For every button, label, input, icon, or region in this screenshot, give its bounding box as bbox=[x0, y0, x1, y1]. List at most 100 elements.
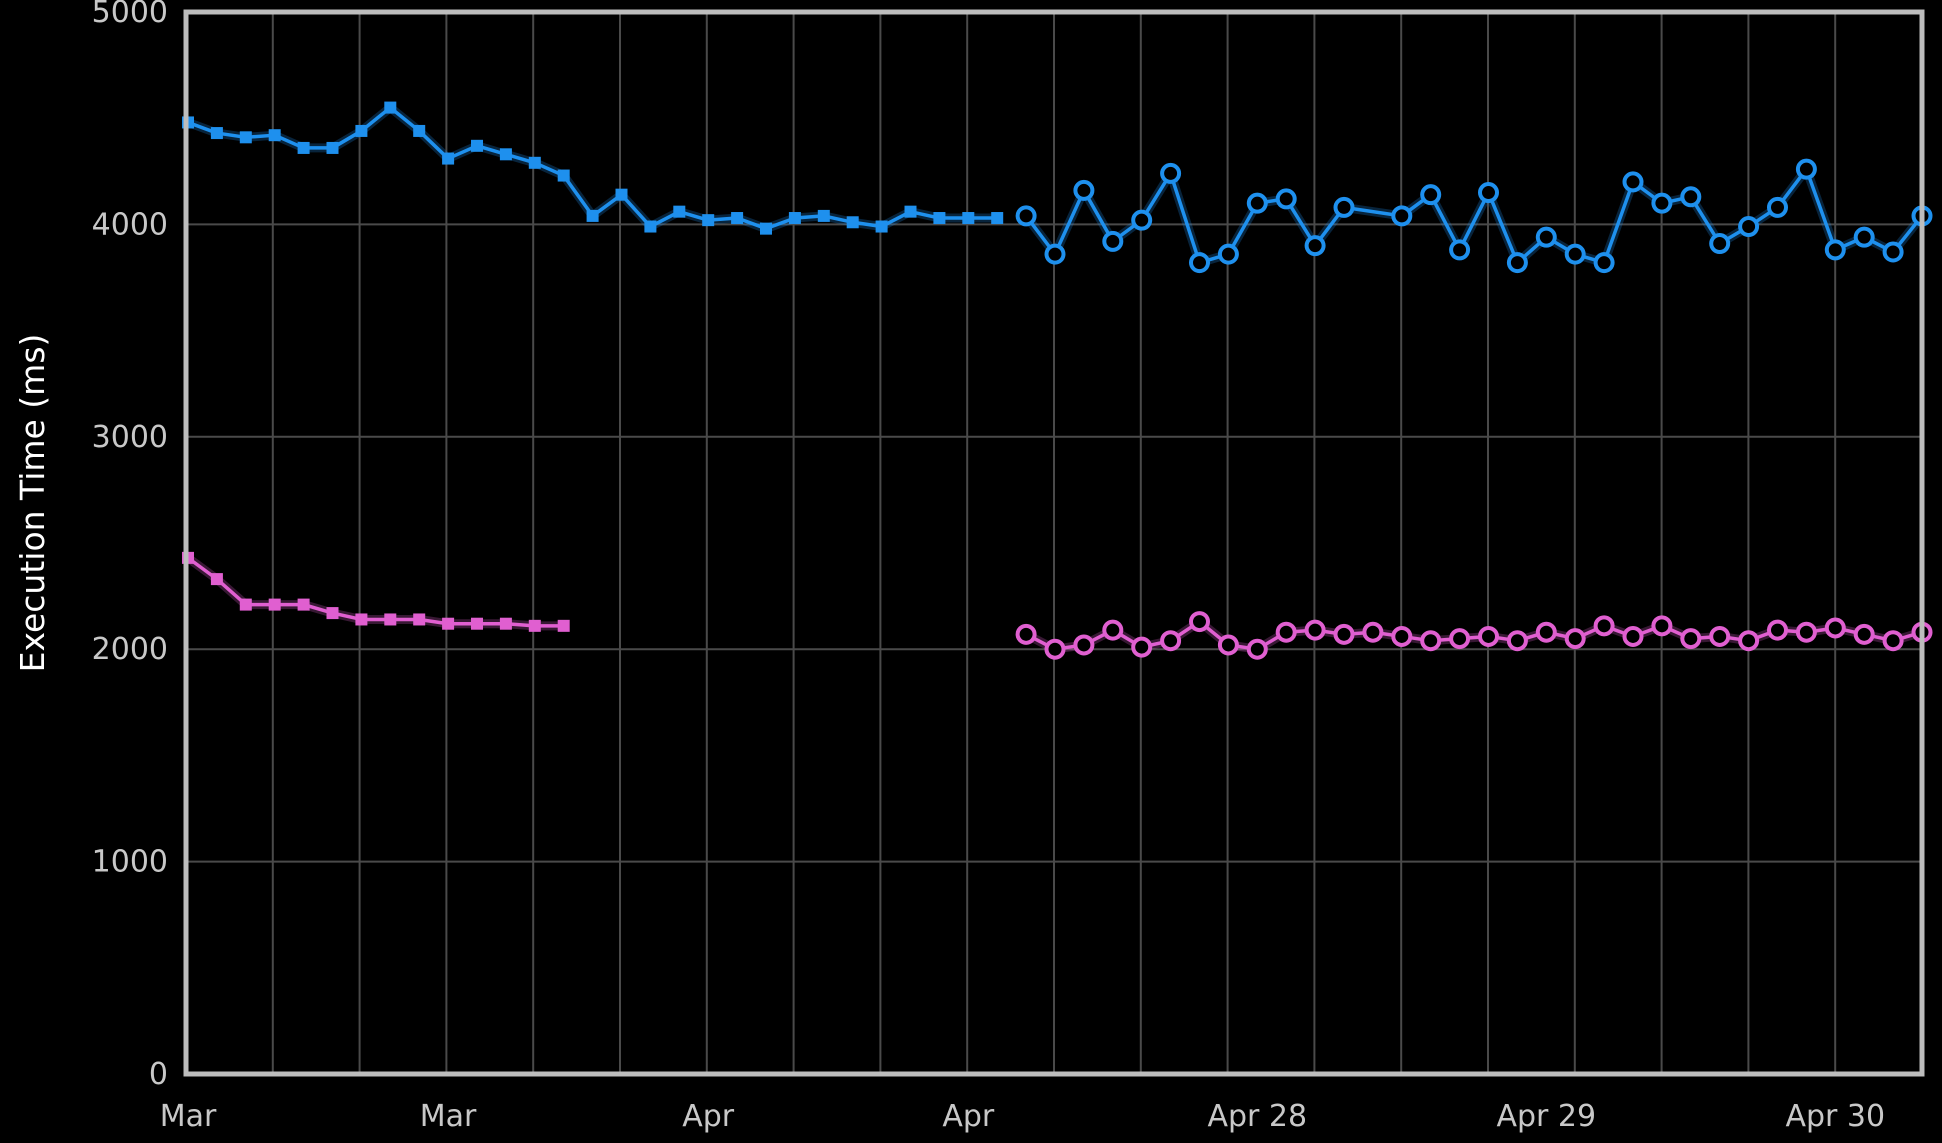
data-point-circle bbox=[1506, 630, 1528, 652]
data-point-circle bbox=[1709, 625, 1731, 647]
data-point-square bbox=[846, 216, 859, 229]
data-point-circle bbox=[1362, 621, 1384, 643]
data-point-square bbox=[933, 212, 946, 225]
data-point-square bbox=[413, 613, 426, 626]
data-point-circle bbox=[1651, 615, 1673, 637]
data-point-circle bbox=[1420, 184, 1442, 206]
data-point-square bbox=[557, 619, 570, 632]
data-point-circle bbox=[1217, 243, 1239, 265]
x-tick-label: Apr 30 bbox=[1785, 1099, 1885, 1134]
data-point-circle bbox=[1593, 615, 1615, 637]
data-point-circle bbox=[1189, 611, 1210, 633]
x-tick-label: Apr 29 bbox=[1496, 1099, 1596, 1134]
data-point-circle bbox=[1853, 226, 1875, 248]
data-point-circle bbox=[1478, 182, 1499, 204]
data-point-circle bbox=[1535, 226, 1557, 248]
data-point-square bbox=[442, 617, 455, 630]
data-point-circle bbox=[1015, 205, 1037, 227]
data-point-circle bbox=[1275, 621, 1297, 643]
data-point-circle bbox=[1853, 623, 1875, 645]
data-point-square bbox=[760, 222, 772, 235]
data-point-square bbox=[644, 220, 657, 233]
y-axis-title: Execution Time (ms) bbox=[13, 334, 52, 673]
data-point-square bbox=[817, 209, 830, 222]
data-point-square bbox=[471, 617, 483, 630]
data-point-circle bbox=[1824, 617, 1846, 639]
data-point-circle bbox=[1622, 625, 1644, 647]
data-point-circle bbox=[1073, 634, 1095, 656]
data-point-square bbox=[528, 156, 541, 169]
data-point-circle bbox=[1275, 188, 1297, 210]
data-point-circle bbox=[1738, 630, 1760, 652]
data-point-circle bbox=[1015, 623, 1037, 645]
data-point-square bbox=[355, 613, 368, 626]
data-point-circle bbox=[1131, 209, 1153, 231]
data-point-circle bbox=[1246, 638, 1268, 660]
data-point-circle bbox=[1449, 628, 1471, 650]
data-point-square bbox=[413, 124, 426, 137]
data-point-square bbox=[904, 205, 917, 218]
data-point-circle bbox=[1709, 233, 1731, 255]
x-tick-label: Apr bbox=[682, 1099, 735, 1134]
series-line-glow bbox=[1021, 617, 1927, 654]
x-tick-label: Mar bbox=[160, 1099, 217, 1134]
data-point-square bbox=[239, 598, 252, 611]
y-tick-label: 2000 bbox=[92, 632, 168, 667]
data-point-circle bbox=[1738, 216, 1760, 238]
data-point-circle bbox=[1449, 239, 1471, 261]
data-point-square bbox=[471, 139, 483, 152]
data-point-circle bbox=[1593, 252, 1615, 274]
data-point-square bbox=[557, 169, 570, 182]
data-point-circle bbox=[1160, 162, 1182, 184]
data-point-circle bbox=[1564, 243, 1586, 265]
data-point-square bbox=[297, 598, 310, 611]
frame-layer bbox=[183, 9, 1925, 1077]
data-point-circle bbox=[1564, 628, 1586, 650]
data-point-circle bbox=[1680, 186, 1702, 208]
x-tick-label: Mar bbox=[420, 1099, 477, 1134]
data-point-square bbox=[499, 148, 512, 161]
y-tick-label: 1000 bbox=[92, 845, 168, 880]
data-point-square bbox=[731, 212, 744, 225]
data-point-circle bbox=[1246, 192, 1268, 214]
data-point-square bbox=[326, 607, 339, 620]
data-point-square bbox=[528, 619, 541, 632]
data-point-circle bbox=[1333, 623, 1355, 645]
data-point-circle bbox=[1304, 235, 1326, 257]
data-point-circle bbox=[1767, 196, 1788, 218]
data-point-circle bbox=[1882, 630, 1904, 652]
data-point-circle bbox=[1102, 619, 1124, 641]
data-point-square bbox=[875, 220, 888, 233]
x-tick-label: Apr 28 bbox=[1207, 1099, 1307, 1134]
data-point-circle bbox=[1795, 158, 1817, 180]
x-tick-label: Apr bbox=[942, 1099, 995, 1134]
data-point-square bbox=[355, 124, 368, 137]
data-point-circle bbox=[1824, 239, 1846, 261]
data-point-circle bbox=[1767, 619, 1788, 641]
data-point-square bbox=[210, 127, 223, 140]
data-point-circle bbox=[1044, 243, 1066, 265]
data-point-square bbox=[673, 205, 686, 218]
data-point-square bbox=[384, 613, 397, 626]
series-line-glow bbox=[183, 553, 569, 631]
data-point-circle bbox=[1420, 630, 1442, 652]
data-point-square bbox=[788, 212, 801, 225]
data-point-circle bbox=[1535, 621, 1557, 643]
data-point-circle bbox=[1882, 241, 1904, 263]
data-point-square bbox=[239, 131, 252, 144]
data-point-circle bbox=[1160, 630, 1182, 652]
label-layer: 0 1000 2000 3000 4000 5000 Mar Mar Apr Apr Apr 28 A… bbox=[92, 0, 1885, 1134]
y-tick-label: 3000 bbox=[92, 420, 168, 455]
data-point-circle bbox=[1391, 625, 1413, 647]
data-point-square bbox=[268, 129, 281, 142]
data-point-circle bbox=[1217, 634, 1239, 656]
series-layer bbox=[182, 101, 1933, 660]
plot-frame bbox=[183, 9, 1925, 1077]
data-point-circle bbox=[1102, 230, 1124, 252]
series-line-glow bbox=[1021, 164, 1927, 268]
data-point-circle bbox=[1622, 171, 1644, 193]
data-point-square bbox=[326, 141, 339, 154]
y-tick-label: 4000 bbox=[92, 207, 168, 242]
